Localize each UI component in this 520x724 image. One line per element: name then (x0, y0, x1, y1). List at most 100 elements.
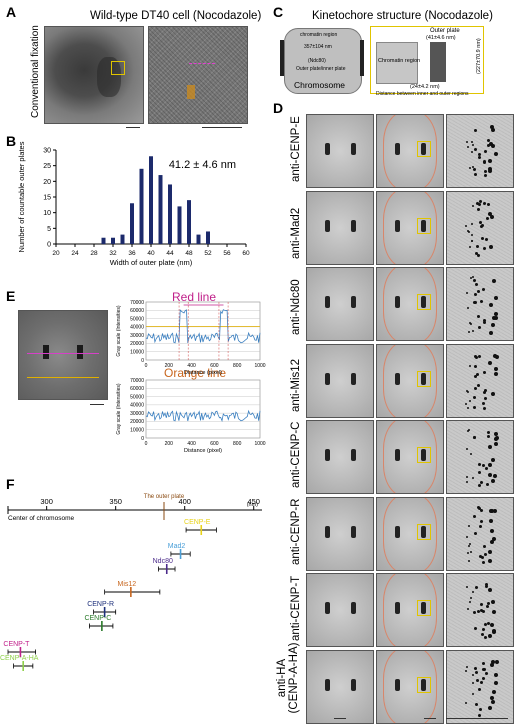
em-raw (306, 496, 374, 571)
y-tick-label: 15 (43, 195, 51, 202)
side-dim: (227±70.9 nm) (476, 38, 482, 74)
x-tick-label: 60 (242, 250, 250, 257)
em-zoom (446, 343, 514, 418)
row-label: anti-Ndc80 (290, 279, 302, 335)
orange-profile-y-tick-label: 0 (141, 436, 144, 442)
em-zoom (446, 114, 514, 188)
protein-label: Ndc80 (153, 558, 173, 565)
panel-a-title: Wild-type DT40 cell (Nocodazole) (90, 10, 262, 22)
chromosome-label: Chromosome (294, 80, 346, 90)
axis-tick-label: 400 (178, 497, 191, 506)
x-tick-label: 56 (223, 250, 231, 257)
red-profile-y-tick-label: 0 (141, 358, 144, 364)
x-tick-label: 32 (109, 250, 117, 257)
x-tick-label: 28 (90, 250, 98, 257)
orange-profile-x-tick-label: 0 (145, 441, 148, 447)
red-profile-x-tick-label: 600 (210, 363, 219, 369)
em-outlined (376, 343, 444, 418)
em-raw (306, 420, 374, 494)
mean-annotation: 41.2 ± 4.6 nm (169, 159, 236, 171)
red-profile-y-tick-label: 10000 (130, 350, 144, 356)
em-image-e (18, 310, 108, 400)
red-profile-x-axis-label: Distance (pixel) (184, 370, 222, 376)
position-map: Center of chromosome 300 350 400 450(nm) The … (0, 494, 262, 671)
orange-profile-y-axis-label: Gray scale (Intensities) (116, 383, 122, 434)
orange-profile-trace (145, 409, 261, 423)
histogram-chart: 0 5 10 15 20 25 30 20 24 28 32 36 40 44 48 52 56 60 Width … (17, 141, 250, 267)
scale-bar-a-left (126, 127, 140, 128)
axis-tick-label: 350 (109, 497, 122, 506)
y-tick-label: 30 (43, 148, 51, 155)
red-profile-trace (145, 309, 261, 344)
em-raw (306, 573, 374, 647)
axis-unit: (nm) (247, 502, 258, 508)
x-axis-label: Width of outer plate (nm) (110, 258, 193, 267)
zoom-box (111, 61, 125, 75)
protein-label: Mad2 (168, 543, 186, 550)
x-tick-label: 48 (185, 250, 193, 257)
orange-profile-x-tick-label: 1000 (254, 441, 265, 447)
y-tick-label: 0 (47, 242, 51, 249)
x-tick-label: 52 (204, 250, 212, 257)
row-label: anti-Mad2 (290, 207, 302, 259)
x-tick-label: 36 (128, 250, 136, 257)
orange-profile-y-tick-label: 20000 (130, 419, 144, 425)
chromosome-shape (284, 28, 362, 94)
red-line-title: Red line (172, 290, 217, 304)
distance-value: (24±4.2 nm) (410, 84, 440, 90)
axis-tick-label: 450 (247, 497, 260, 506)
orange-profile-frame (145, 379, 261, 439)
histogram-bar (149, 156, 153, 244)
em-zoom (446, 496, 514, 571)
x-tick-label: 24 (71, 250, 79, 257)
chromatin-label: Chromatin region (378, 58, 421, 64)
orange-profile-x-tick-label: 200 (165, 441, 174, 447)
histogram-bar (187, 200, 191, 244)
protein-label: Mis12 (118, 581, 137, 588)
dim-1: 357±104 nm (304, 44, 332, 50)
histogram-bar (168, 184, 172, 244)
scale-bar-e (90, 404, 104, 405)
protein-label: CENP-E (184, 519, 211, 526)
histogram-bar (206, 231, 210, 244)
panel-f-label: F (6, 476, 15, 492)
em-outlined (376, 496, 444, 571)
em-zoom (446, 267, 514, 341)
distance-caption: Distance between inner and outer regions (376, 91, 469, 97)
em-raw (306, 267, 374, 341)
em-raw (306, 114, 374, 188)
orange-profile-y-tick-label: 40000 (130, 403, 144, 409)
orange-profile-x-tick-label: 400 (187, 441, 196, 447)
orange-profile-y-tick-label: 70000 (130, 378, 144, 384)
red-profile-y-tick-label: 60000 (130, 308, 144, 314)
em-zoom (446, 420, 514, 494)
scale-bar-d (424, 718, 436, 719)
panel-c-title: Kinetochore structure (Nocodazole) (312, 10, 493, 22)
panel-c-label: C (273, 4, 284, 20)
histogram-bar (130, 203, 134, 244)
dim-2: (Ndc80) (308, 58, 326, 64)
red-profile-frame (145, 301, 261, 361)
panel-b-label: B (6, 133, 17, 149)
em-raw (306, 649, 374, 724)
row-label: anti-CENP-E (290, 116, 302, 182)
red-profile-y-tick-label: 70000 (130, 300, 144, 306)
red-profile-y-axis-label: Gray scale (Intensities) (116, 305, 122, 356)
em-zoom (446, 573, 514, 647)
y-tick-label: 10 (43, 210, 51, 217)
outer-plate-label: Outer plate (430, 28, 460, 34)
panel-a-label: A (6, 4, 17, 20)
orange-profile-x-tick-label: 600 (210, 441, 219, 447)
em-zoom (446, 649, 514, 724)
inner-label-1: chromatin region (300, 32, 338, 38)
em-outlined (376, 190, 444, 265)
histogram-bar (101, 237, 106, 244)
center-label: Center of chromosome (8, 515, 74, 522)
kinetochore-diagram: chromatin region 357±104 nm (Ndc80) Oute… (280, 26, 484, 97)
orange-profile-x-tick-label: 800 (233, 441, 242, 447)
x-tick-label: 20 (52, 250, 60, 257)
x-tick-label: 44 (166, 250, 174, 257)
em-outlined (376, 649, 444, 724)
histogram-bar (196, 234, 201, 244)
